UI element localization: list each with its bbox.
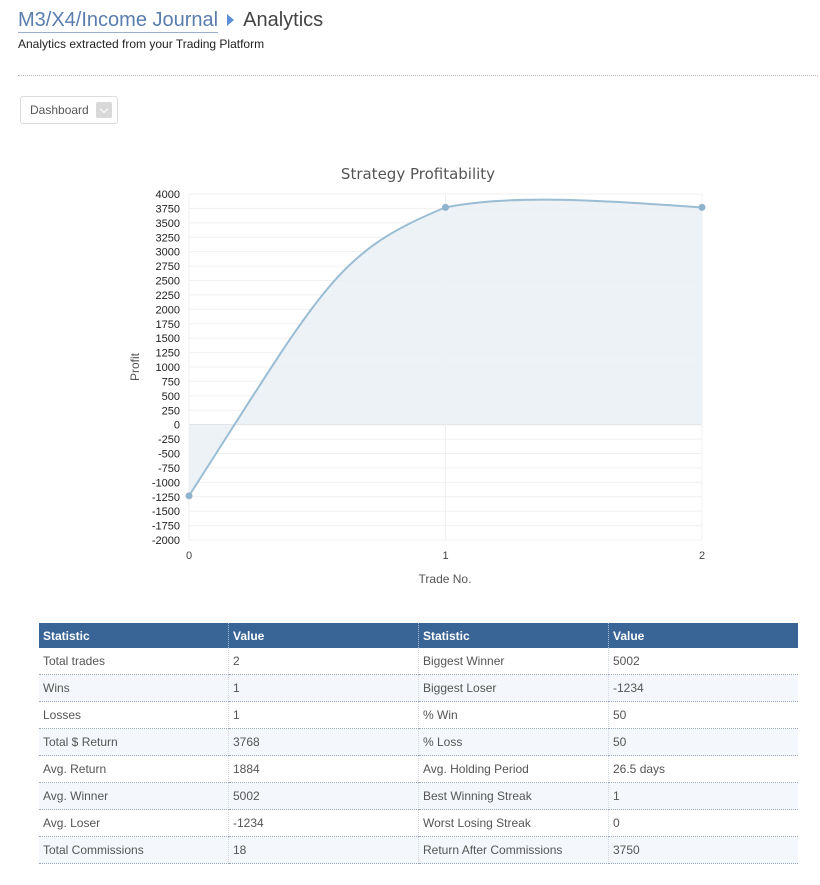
y-tick-label: 1250: [156, 348, 180, 360]
y-tick-label: 3500: [156, 218, 180, 230]
statistic-name-cell: Worst Losing Streak: [418, 809, 609, 837]
chevron-down-icon[interactable]: [96, 102, 112, 118]
statistic-name-cell: Avg. Holding Period: [418, 755, 609, 783]
statistics-table: Statistic Value Statistic Value Total tr…: [39, 623, 798, 864]
y-tick-label: 3250: [156, 232, 180, 244]
statistic-name-cell: % Win: [418, 701, 609, 729]
y-tick-label: 2500: [156, 276, 180, 288]
statistic-value-cell: 50: [608, 701, 798, 729]
y-tick-label: -1250: [152, 492, 180, 504]
breadcrumb: M3/X4/Income Journal Analytics: [18, 6, 323, 34]
statistic-name-cell: Losses: [39, 701, 229, 729]
y-tick-label: -750: [158, 463, 180, 475]
table-row: Avg. Winner 5002 Best Winning Streak 1: [39, 782, 798, 810]
statistic-name-cell: Total trades: [39, 648, 229, 675]
table-row: Avg. Loser -1234 Worst Losing Streak 0: [39, 809, 798, 837]
statistic-value-cell: 26.5 days: [608, 755, 798, 783]
series-line: [188, 198, 703, 497]
page-title: Analytics: [243, 9, 324, 31]
y-tick-label: 0: [174, 420, 180, 432]
y-tick-label: 4000: [156, 189, 180, 201]
statistic-value-cell: 3750: [608, 836, 798, 864]
table-row: Avg. Return 1884 Avg. Holding Period 26.5 d…: [39, 755, 798, 783]
chart-svg: Strategy Profitability -2000 -1750 -1500 -12…: [128, 165, 706, 586]
page-subtitle: Analytics extracted from your Trading Pl…: [18, 37, 265, 51]
table-header-row: Statistic Value Statistic Value: [39, 623, 798, 648]
y-tick-label: -2000: [152, 535, 180, 547]
statistic-value-cell: 1: [228, 674, 419, 702]
statistic-name-cell: Biggest Loser: [418, 674, 609, 702]
y-tick-label: 750: [162, 376, 180, 388]
header-divider: [18, 75, 818, 76]
profitability-chart: Strategy Profitability -2000 -1750 -1500 -12…: [0, 150, 820, 600]
table-row: Losses 1% Win 50: [39, 701, 798, 729]
data-point: [698, 203, 706, 211]
x-axis-label: Trade No.: [419, 572, 472, 586]
column-header: Value: [228, 623, 419, 648]
statistic-name-cell: Best Winning Streak: [418, 782, 609, 810]
statistic-value-cell: -1234: [608, 674, 798, 702]
y-tick-label: 3750: [156, 203, 180, 215]
statistic-value-cell: 5002: [228, 782, 419, 810]
y-tick-label: 1750: [156, 319, 180, 331]
y-tick-label: 2250: [156, 290, 180, 302]
statistic-name-cell: Avg. Winner: [39, 782, 229, 810]
statistic-value-cell: 1884: [228, 755, 419, 783]
y-tick-label: -1500: [152, 506, 180, 518]
table-row: Total trades 2 Biggest Winner 5002: [39, 648, 798, 675]
statistic-name-cell: Biggest Winner: [418, 648, 609, 675]
statistic-name-cell: Avg. Loser: [39, 809, 229, 837]
y-tick-label: -500: [158, 449, 180, 461]
statistic-name-cell: Wins: [39, 674, 229, 702]
column-header: Value: [608, 623, 798, 648]
y-tick-label: -250: [158, 434, 180, 446]
statistic-value-cell: 1: [608, 782, 798, 810]
statistic-value-cell: 18: [228, 836, 419, 864]
y-tick-label: -1000: [152, 477, 180, 489]
statistic-value-cell: 2: [228, 648, 419, 675]
y-tick-label: 3000: [156, 247, 180, 259]
column-header: Statistic: [39, 623, 229, 648]
x-tick-label: 2: [699, 550, 705, 562]
statistic-value-cell: 3768: [228, 728, 419, 756]
statistic-value-cell: -1234: [228, 809, 419, 837]
table-row: Wins 1 Biggest Loser -1234: [39, 674, 798, 702]
column-header: Statistic: [418, 623, 609, 648]
y-tick-label: 2750: [156, 261, 180, 273]
dashboard-select-label: Dashboard: [30, 103, 89, 117]
statistic-value-cell: 0: [608, 809, 798, 837]
statistic-value-cell: 1: [228, 701, 419, 729]
statistic-name-cell: Total Commissions: [39, 836, 229, 864]
statistic-name-cell: Total $ Return: [39, 728, 229, 756]
data-point: [442, 203, 449, 211]
chart-title: Strategy Profitability: [341, 165, 495, 183]
breadcrumb-link-income-journal[interactable]: M3/X4/Income Journal: [18, 8, 219, 33]
statistic-value-cell: 50: [608, 728, 798, 756]
y-tick-label: -1750: [152, 521, 180, 533]
y-tick-label: 1000: [156, 362, 180, 374]
table-row: Total $ Return 3768% Loss 50: [39, 728, 798, 756]
x-tick-label: 1: [442, 550, 448, 562]
data-point: [185, 492, 193, 500]
area-fill: [189, 199, 702, 496]
page-header: M3/X4/Income Journal Analytics Analytics…: [18, 6, 323, 51]
y-tick-label: 1500: [156, 333, 180, 345]
y-tick-label: 250: [162, 405, 180, 417]
y-tick-label: 2000: [156, 304, 180, 316]
x-tick-label: 0: [186, 550, 192, 562]
statistic-name-cell: Avg. Return: [39, 755, 229, 783]
statistic-name-cell: Return After Commissions: [418, 836, 609, 864]
table-row: Total Commissions 18 Return After Commissi…: [39, 836, 798, 864]
statistics-table-body: Total trades 2 Biggest Winner 5002 Wins 1 Bigg…: [39, 648, 798, 864]
dashboard-select[interactable]: Dashboard: [20, 96, 118, 124]
statistic-name-cell: % Loss: [418, 728, 609, 756]
y-axis-label: Profit: [128, 352, 142, 381]
y-tick-label: 500: [162, 391, 180, 403]
chevron-right-icon: [227, 14, 235, 26]
statistic-value-cell: 5002: [608, 648, 798, 675]
